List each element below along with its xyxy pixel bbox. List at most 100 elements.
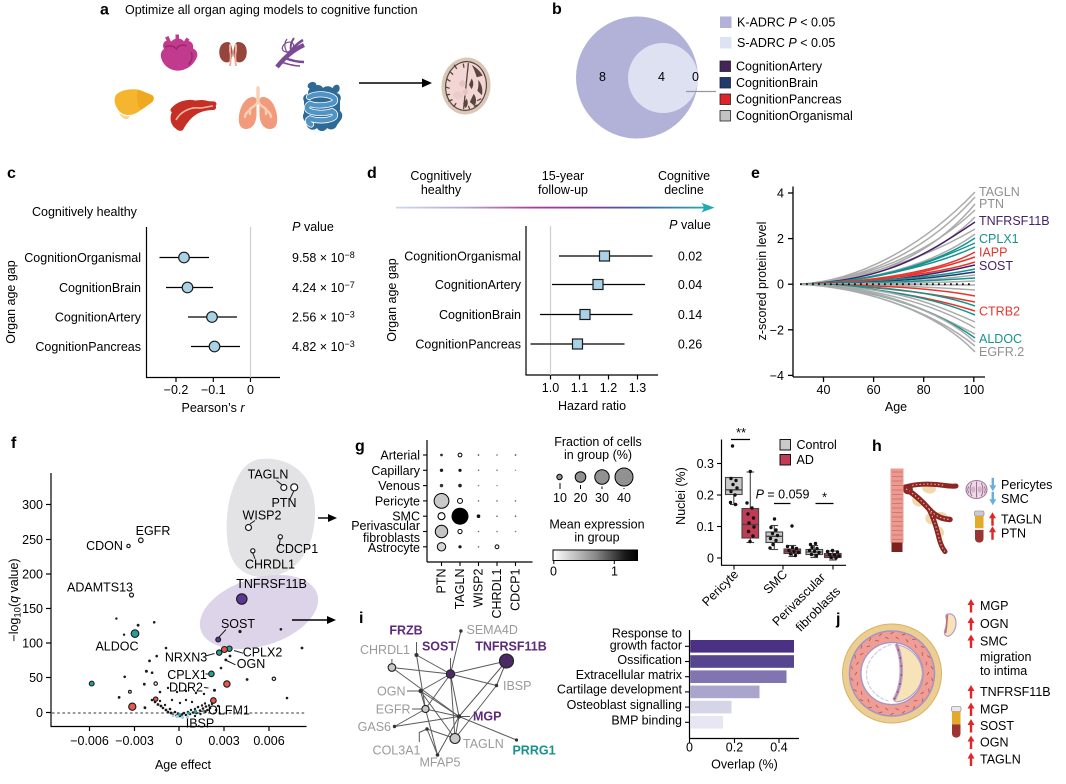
svg-text:SEMA4D: SEMA4D [467, 623, 518, 637]
svg-text:0: 0 [686, 741, 693, 755]
svg-text:0: 0 [176, 734, 183, 748]
svg-text:40: 40 [617, 491, 631, 505]
svg-text:−0.006: −0.006 [70, 734, 109, 748]
svg-text:healthy: healthy [421, 183, 462, 197]
svg-text:**: ** [736, 425, 746, 440]
svg-text:*: * [822, 490, 827, 505]
svg-text:8: 8 [599, 70, 606, 84]
svg-text:0: 0 [36, 706, 43, 720]
svg-text:follow-up: follow-up [538, 183, 588, 197]
svg-text:CDCP1: CDCP1 [509, 568, 523, 610]
svg-text:SOST: SOST [422, 640, 456, 654]
svg-text:0.14: 0.14 [678, 308, 702, 322]
svg-text:in group (%): in group (%) [564, 448, 632, 462]
svg-text:100: 100 [963, 383, 984, 397]
svg-text:CPLX2: CPLX2 [243, 646, 283, 660]
svg-text:ADAMTS13: ADAMTS13 [67, 581, 133, 595]
svg-text:0.003: 0.003 [208, 734, 239, 748]
svg-text:TAGLN: TAGLN [979, 185, 1020, 199]
svg-text:d: d [367, 165, 377, 182]
svg-text:Perivascular: Perivascular [351, 519, 420, 533]
svg-text:100: 100 [22, 637, 43, 651]
svg-text:SMC: SMC [392, 510, 420, 524]
svg-text:MFAP5: MFAP5 [420, 756, 461, 770]
svg-text:Organ age gap: Organ age gap [385, 258, 399, 341]
svg-text:0.4: 0.4 [770, 741, 787, 755]
svg-text:−0.1: −0.1 [201, 383, 226, 397]
svg-text:FRZB: FRZB [389, 624, 422, 638]
svg-text:MGP: MGP [980, 599, 1008, 613]
svg-text:CognitionBrain: CognitionBrain [736, 76, 818, 90]
svg-text:TNFRSF11B: TNFRSF11B [236, 577, 307, 591]
svg-text:60: 60 [867, 383, 881, 397]
svg-text:z-scored protein level: z-scored protein level [755, 222, 769, 341]
svg-text:NRXN3: NRXN3 [165, 651, 207, 665]
svg-text:0.006: 0.006 [253, 734, 284, 748]
svg-text:0.2: 0.2 [697, 489, 714, 503]
svg-text:1.2: 1.2 [600, 381, 617, 395]
svg-text:GAS6: GAS6 [358, 720, 391, 734]
svg-text:Mean expression: Mean expression [549, 518, 644, 532]
svg-text:Venous: Venous [378, 479, 420, 493]
svg-text:growth factor: growth factor [610, 638, 682, 652]
svg-text:150: 150 [22, 602, 43, 616]
svg-text:2: 2 [777, 232, 784, 246]
svg-text:PRRG1: PRRG1 [512, 744, 555, 758]
svg-text:−2: −2 [770, 323, 784, 337]
svg-text:TNFRSF11B: TNFRSF11B [979, 214, 1050, 228]
svg-text:Organ age gap: Organ age gap [4, 260, 18, 343]
svg-text:1.0: 1.0 [542, 381, 559, 395]
svg-text:200: 200 [22, 568, 43, 582]
svg-text:0: 0 [550, 565, 557, 579]
svg-text:PTN: PTN [979, 197, 1004, 211]
svg-text:4: 4 [658, 70, 665, 84]
svg-text:Astrocyte: Astrocyte [368, 541, 420, 555]
svg-text:TAGLN: TAGLN [248, 468, 289, 482]
svg-text:EGFR: EGFR [376, 703, 411, 717]
svg-text:Control: Control [797, 438, 837, 452]
svg-text:CPLX1: CPLX1 [979, 232, 1019, 246]
svg-text:SMC: SMC [761, 567, 791, 597]
svg-text:Ossification: Ossification [617, 653, 682, 667]
svg-text:SMC: SMC [1001, 492, 1029, 506]
svg-text:TAGLN: TAGLN [453, 569, 467, 610]
svg-text:P value: P value [669, 218, 711, 232]
svg-text:OGN: OGN [980, 617, 1008, 631]
svg-text:CognitionBrain: CognitionBrain [439, 308, 521, 322]
svg-text:1: 1 [611, 565, 618, 579]
svg-text:TNFRSF11B: TNFRSF11B [980, 685, 1051, 699]
svg-text:CognitionPancreas: CognitionPancreas [736, 93, 842, 107]
svg-text:40: 40 [817, 383, 831, 397]
svg-text:PTN: PTN [435, 569, 449, 594]
svg-text:−0.003: −0.003 [115, 734, 154, 748]
svg-text:in group: in group [574, 531, 619, 545]
svg-text:a: a [100, 2, 109, 19]
svg-text:CognitionOrganismal: CognitionOrganismal [404, 250, 521, 264]
svg-text:CPLX1: CPLX1 [167, 668, 207, 682]
svg-text:CognitionArtery: CognitionArtery [55, 311, 142, 325]
svg-text:DDR2: DDR2 [169, 681, 203, 695]
svg-text:0.04: 0.04 [678, 278, 702, 292]
svg-text:Optimize all organ aging model: Optimize all organ aging models to cogni… [125, 3, 418, 17]
svg-text:CDCP1: CDCP1 [276, 542, 318, 556]
svg-text:OLFM1: OLFM1 [208, 704, 250, 718]
svg-text:MGP: MGP [980, 703, 1008, 717]
svg-text:Arterial: Arterial [380, 449, 420, 463]
svg-text:c: c [7, 165, 16, 182]
svg-text:20: 20 [574, 491, 588, 505]
svg-text:Fraction of cells: Fraction of cells [554, 435, 642, 449]
svg-text:CHRDL1: CHRDL1 [245, 558, 295, 572]
svg-text:CTRB2: CTRB2 [979, 305, 1020, 319]
svg-text:PTN: PTN [272, 496, 297, 510]
svg-text:Response to: Response to [612, 626, 682, 640]
svg-text:9.58 × 10−8: 9.58 × 10−8 [292, 250, 355, 265]
svg-text:OGN: OGN [237, 657, 265, 671]
svg-text:250: 250 [22, 533, 43, 547]
svg-text:Cognitively: Cognitively [410, 169, 472, 183]
svg-text:CognitionArtery: CognitionArtery [435, 278, 522, 292]
svg-text:ALDOC: ALDOC [95, 640, 138, 654]
svg-text:SOST: SOST [980, 719, 1014, 733]
svg-text:Cartilage development: Cartilage development [557, 683, 683, 697]
svg-text:BMP binding: BMP binding [611, 713, 682, 727]
svg-text:fibroblasts: fibroblasts [363, 531, 420, 545]
